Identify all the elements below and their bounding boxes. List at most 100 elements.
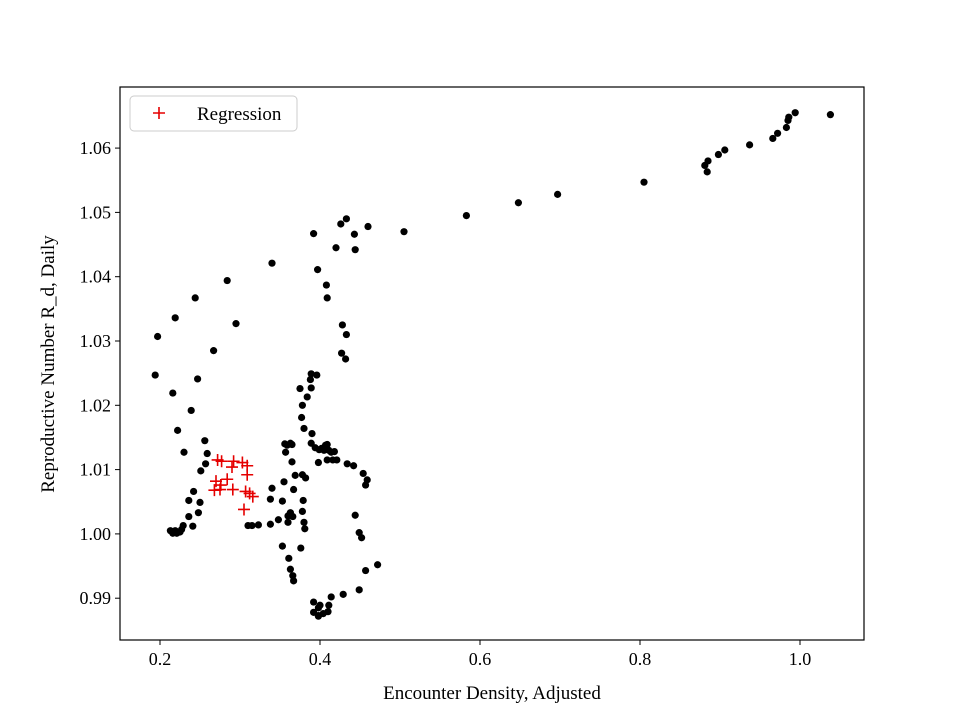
legend-marker-regression xyxy=(153,107,165,119)
observed-point xyxy=(323,294,331,302)
observed-point xyxy=(314,612,322,620)
observed-point xyxy=(774,129,782,137)
observed-point xyxy=(173,529,181,537)
observed-point xyxy=(784,116,792,125)
observed-point xyxy=(284,518,292,526)
observed-point xyxy=(298,401,306,409)
observed-point xyxy=(298,413,306,422)
observed-point xyxy=(307,370,315,378)
observed-point xyxy=(324,608,332,616)
observed-point xyxy=(185,496,193,505)
observed-point xyxy=(306,375,314,384)
observed-point xyxy=(194,509,202,517)
observed-point xyxy=(826,111,835,119)
observed-point xyxy=(362,481,370,489)
observed-point xyxy=(302,474,310,482)
observed-point xyxy=(351,246,359,254)
observed-point xyxy=(297,544,305,552)
legend-label-regression: Regression xyxy=(197,104,282,125)
observed-point xyxy=(203,449,211,458)
y-tick-label: 1.02 xyxy=(80,395,112,415)
plot-area xyxy=(119,86,865,641)
observed-point xyxy=(248,521,256,530)
observed-point xyxy=(769,134,777,143)
observed-point xyxy=(169,389,177,397)
observed-point xyxy=(180,448,188,456)
observed-point xyxy=(323,440,331,449)
observed-point xyxy=(327,593,335,601)
regression-point xyxy=(214,483,226,496)
y-tick-label: 1.00 xyxy=(80,524,112,544)
observed-point xyxy=(307,384,315,392)
observed-point xyxy=(278,542,286,550)
observed-point xyxy=(721,146,729,154)
observed-point xyxy=(342,355,350,363)
observed-point xyxy=(266,520,274,528)
observed-point xyxy=(290,577,298,585)
observed-point xyxy=(320,446,328,454)
observed-point xyxy=(288,458,296,466)
observed-point xyxy=(330,447,338,456)
legend: Regression xyxy=(129,95,298,132)
observed-point xyxy=(191,294,199,302)
observed-point xyxy=(290,485,298,494)
observed-point xyxy=(308,429,316,438)
observed-point xyxy=(364,222,372,231)
observed-point xyxy=(338,321,346,329)
observed-point xyxy=(342,330,350,339)
y-tick-label: 1.06 xyxy=(80,138,112,158)
x-tick-label: 0.6 xyxy=(469,649,492,669)
observed-point xyxy=(554,190,562,198)
y-axis-label: Reproductive Number R_d, Daily xyxy=(38,235,59,493)
observed-point xyxy=(323,456,331,464)
x-tick-label: 0.4 xyxy=(309,649,332,669)
observed-point xyxy=(196,498,204,506)
y-axis: 0.99 1.00 1.01 1.02 1.03 1.04 1.05 1.06 xyxy=(80,138,120,608)
regression-point xyxy=(227,455,240,468)
observed-point xyxy=(285,554,293,562)
observed-point xyxy=(284,512,292,520)
observed-point xyxy=(298,507,306,515)
y-tick-label: 1.04 xyxy=(80,267,112,287)
observed-point xyxy=(337,220,345,228)
regression-series xyxy=(208,453,259,516)
x-axis: 0.2 0.4 0.6 0.8 1.0 xyxy=(149,640,812,669)
observed-point xyxy=(359,469,367,478)
observed-point xyxy=(201,437,209,445)
observed-point xyxy=(313,371,321,379)
regression-point xyxy=(238,503,250,516)
legend-box xyxy=(129,95,298,132)
observed-point xyxy=(374,561,382,569)
x-tick-label: 0.2 xyxy=(149,649,172,669)
observed-point xyxy=(299,496,307,505)
x-tick-label: 1.0 xyxy=(789,649,812,669)
observed-point xyxy=(343,460,351,468)
observed-point xyxy=(189,522,197,530)
observed-point xyxy=(325,601,333,609)
observed-point xyxy=(310,598,318,606)
observed-point xyxy=(296,384,304,393)
observed-point xyxy=(197,467,205,475)
observed-point xyxy=(232,320,240,328)
observed-point xyxy=(342,215,350,223)
x-axis-label: Encounter Density, Adjusted xyxy=(383,683,601,704)
regression-point xyxy=(221,473,234,486)
y-tick-label: 0.99 xyxy=(80,588,112,608)
observed-point xyxy=(355,586,363,594)
regression-point xyxy=(215,455,228,468)
observed-point xyxy=(332,244,340,252)
observed-point xyxy=(190,487,198,496)
observed-point xyxy=(358,534,366,542)
observed-point xyxy=(782,123,791,132)
observed-point xyxy=(322,281,330,289)
observed-point xyxy=(274,516,282,524)
observed-point xyxy=(514,199,523,207)
observed-point xyxy=(223,276,231,285)
observed-point xyxy=(714,150,723,159)
observed-point xyxy=(171,314,179,322)
observed-point xyxy=(185,512,193,521)
legend-plus-marker xyxy=(153,107,165,119)
observed-point xyxy=(640,178,648,186)
observed-point xyxy=(791,109,799,117)
